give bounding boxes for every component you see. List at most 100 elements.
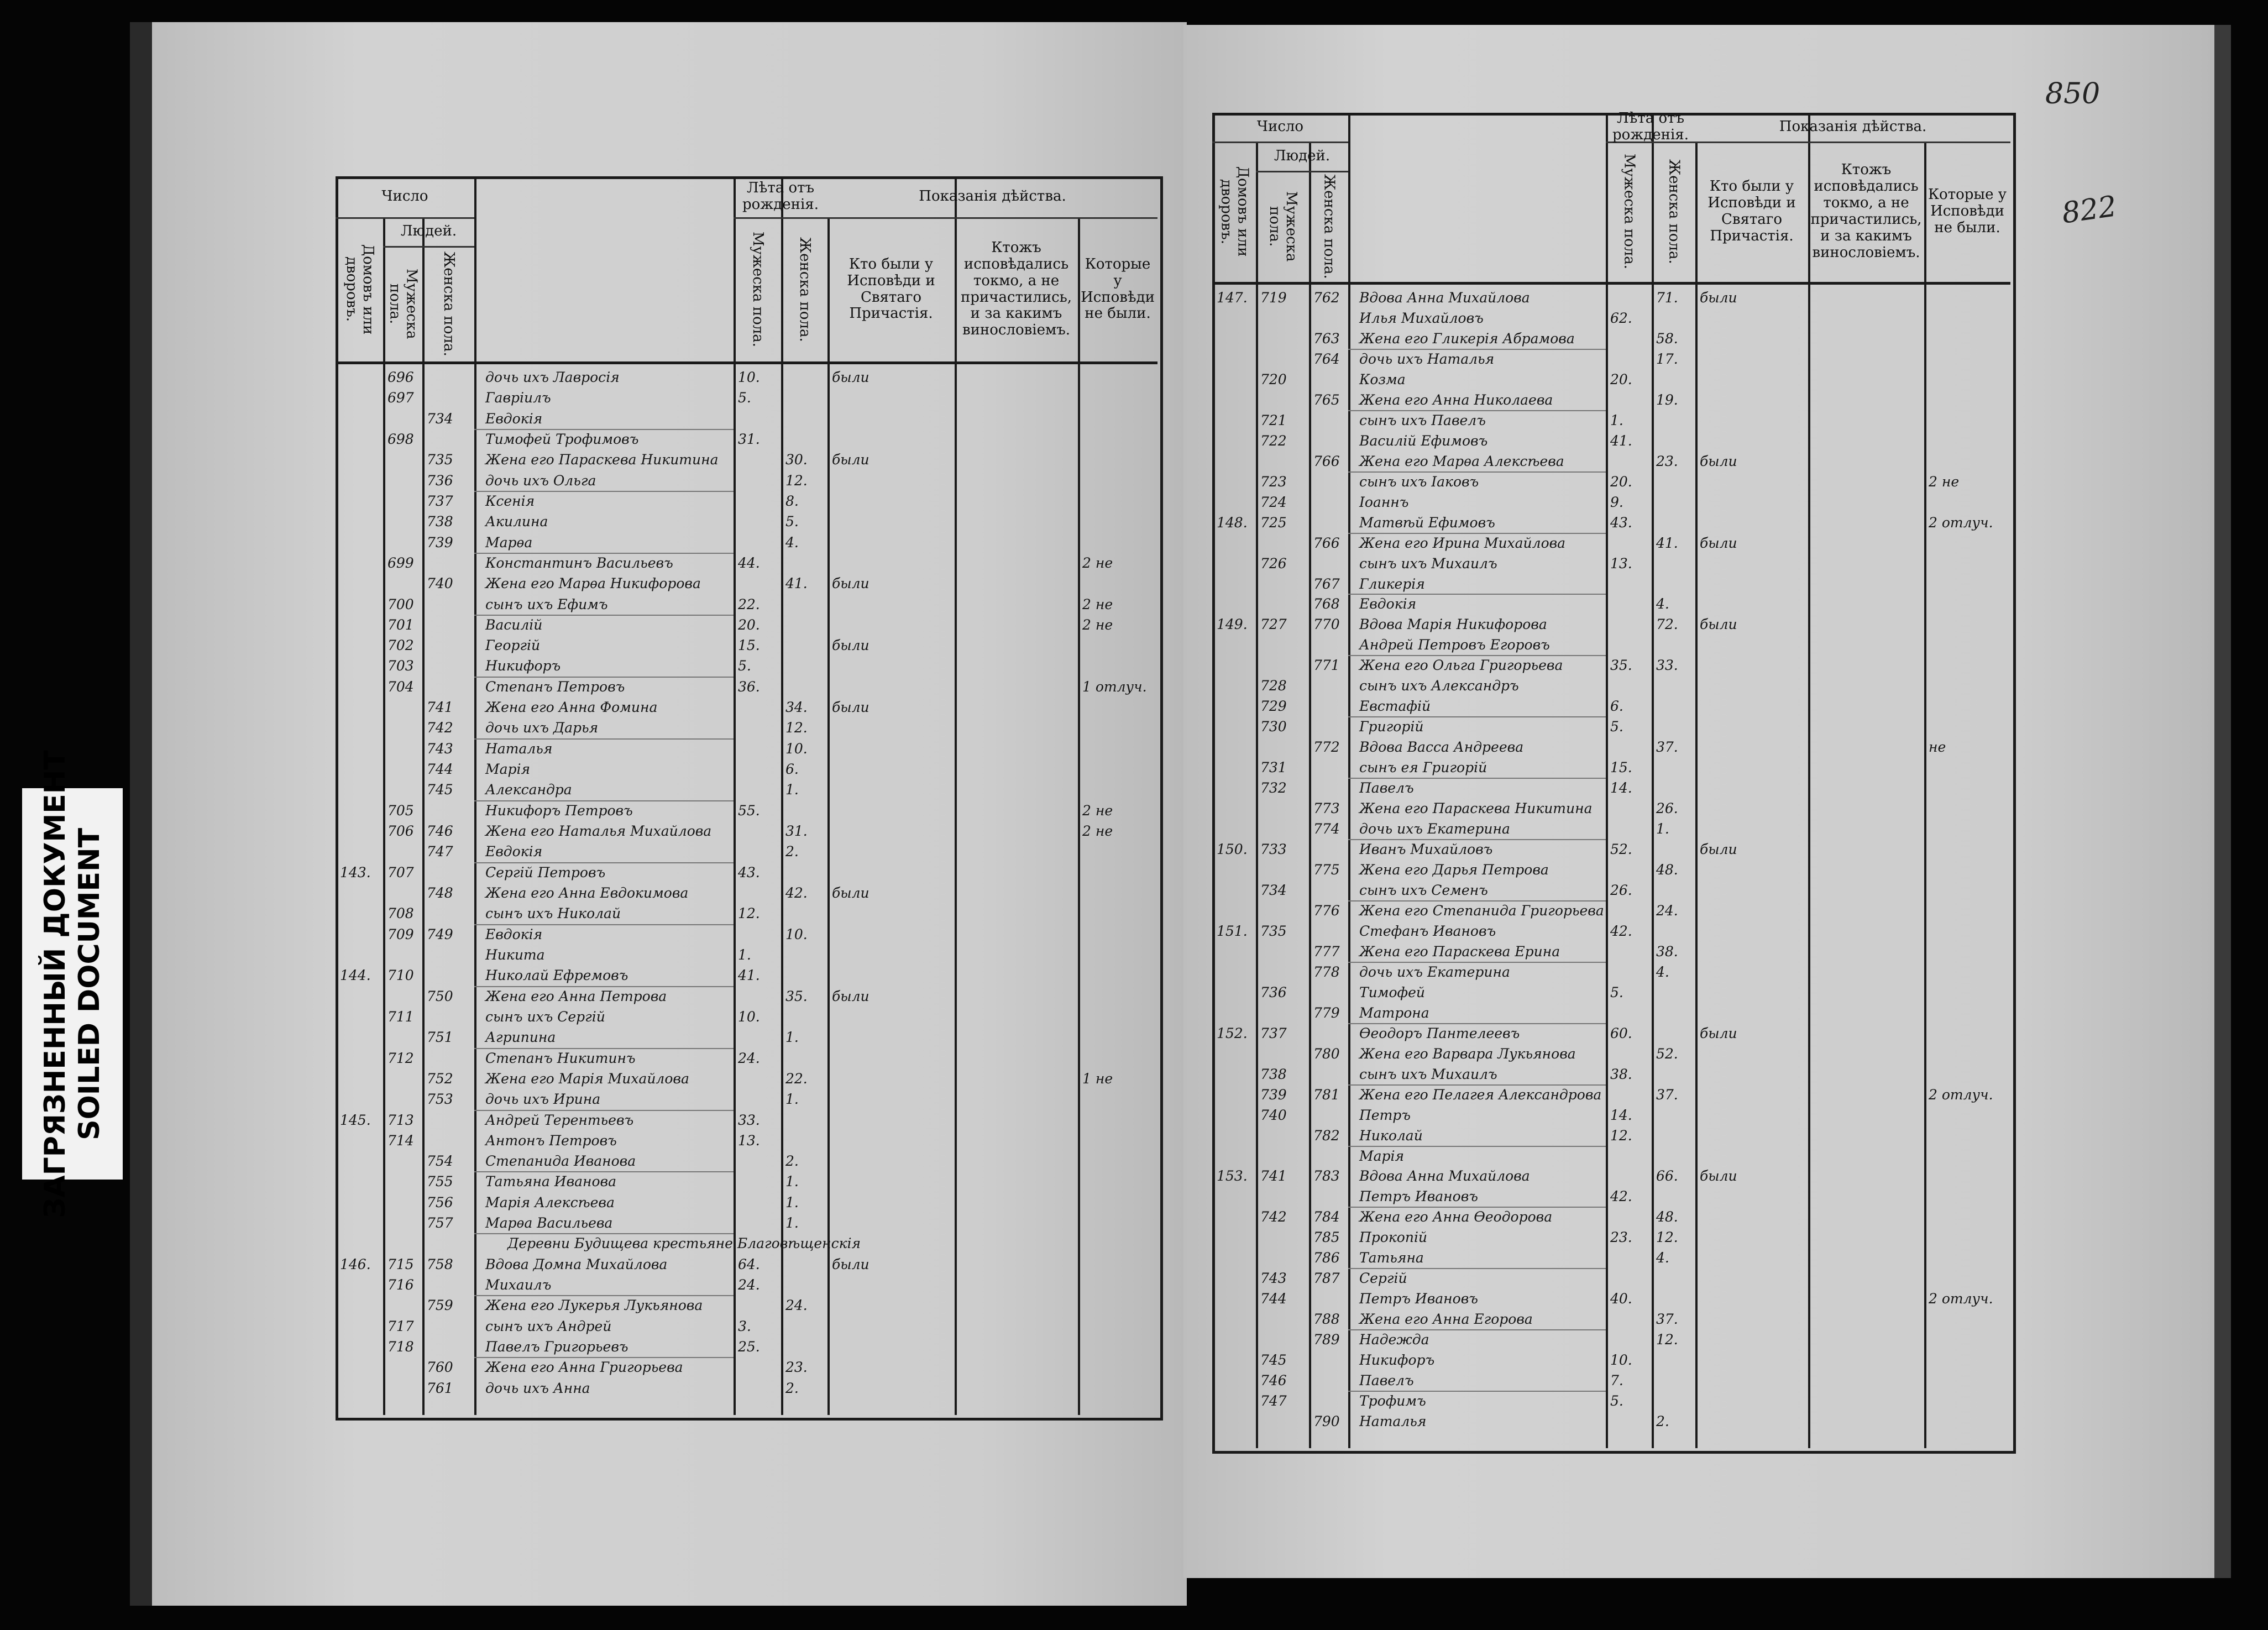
entry-male-age: 14. <box>1610 780 1632 796</box>
entry-name: Евдокія <box>485 410 543 427</box>
entry-male-no: 735 <box>1260 923 1287 939</box>
column-rule <box>1652 113 1654 1448</box>
entry-name: Трофимъ <box>1359 1393 1426 1409</box>
entry-male-age: 15. <box>1610 759 1632 776</box>
entry-male-no: 722 <box>1260 432 1287 449</box>
entry-house: 147. <box>1217 290 1248 306</box>
column-rule <box>1695 141 1698 1448</box>
entry-name: Василій <box>485 616 543 633</box>
row-rule <box>1348 348 1606 350</box>
entry-name: Евстафій <box>1359 698 1431 715</box>
row-rule <box>474 428 734 430</box>
entry-female-no: 736 <box>427 472 453 489</box>
header-cell: Число <box>1256 118 1304 135</box>
entry-absent: 1 не <box>1082 1070 1113 1087</box>
entry-female-age: 10. <box>785 740 808 757</box>
entry-absent: не <box>1929 739 1946 756</box>
entry-name: Козма <box>1359 371 1406 387</box>
entry-male-no: 741 <box>1260 1168 1287 1184</box>
entry-name: Жена его Анна Фомина <box>485 699 658 716</box>
entry-male-no: 721 <box>1260 412 1287 428</box>
entry-male-age: 24. <box>738 1050 760 1066</box>
row-rule <box>1348 1023 1606 1024</box>
entry-female-age: 12. <box>1656 1332 1678 1348</box>
entry-female-no: 753 <box>427 1091 453 1108</box>
entry-female-no: 749 <box>427 926 453 942</box>
header-cell: Число <box>381 188 428 205</box>
entry-male-age: 40. <box>1610 1291 1632 1307</box>
column-rule <box>827 217 830 1415</box>
entry-male-no: 734 <box>1260 882 1287 898</box>
entry-name: Жена его Параскева Ерина <box>1359 943 1560 960</box>
entry-name: Жена его Дарья Петрова <box>1359 862 1549 878</box>
entry-name: Вдова Домна Михайлова <box>485 1256 668 1272</box>
entry-name: Гавріилъ <box>485 390 551 406</box>
row-rule <box>1348 839 1606 841</box>
entry-female-age: 1. <box>1656 821 1669 837</box>
entry-female-age: 22. <box>785 1070 808 1087</box>
entry-female-no: 743 <box>427 740 453 757</box>
row-rule <box>1348 1145 1606 1147</box>
entry-name: Вдова Васса Андреева <box>1359 739 1524 756</box>
entry-name: Степанъ Петровъ <box>485 678 625 695</box>
header-cell: Кто были у Исповѣди и Святаго Причастія. <box>847 255 935 322</box>
row-rule <box>474 738 734 740</box>
entry-female-no: 768 <box>1313 596 1340 612</box>
entry-female-no: 757 <box>427 1215 453 1231</box>
entry-confessed: были <box>832 369 870 385</box>
entry-female-age: 6. <box>785 761 799 778</box>
entry-female-no: 784 <box>1313 1209 1340 1225</box>
entry-name: дочь ихъ Лавросія <box>485 369 620 385</box>
entry-female-no: 762 <box>1313 290 1340 306</box>
entry-male-age: 13. <box>738 1132 760 1149</box>
entry-name: Василій Ефимовъ <box>1359 432 1488 449</box>
entry-name: Жена его Анна Евдокимова <box>485 885 689 901</box>
entry-female-age: 58. <box>1656 330 1678 347</box>
section-heading: Деревни Будищева крестьяне Благовѣщенскі… <box>507 1235 861 1252</box>
entry-male-age: 43. <box>738 864 760 880</box>
entry-male-age: 20. <box>1610 473 1632 490</box>
stamp-text: ЗАГРЯЗНЕННЫЙ ДОКУМЕНТ SOILED DOCUMENT <box>38 750 107 1218</box>
header-cell: Мужеска пола. <box>1621 154 1638 270</box>
entry-male-no: 709 <box>387 926 414 942</box>
header-cell: Мужеска пола. <box>1266 191 1300 262</box>
entry-name: Жена его Анна Григорьева <box>485 1359 683 1376</box>
entry-female-age: 72. <box>1656 616 1678 633</box>
entry-name: дочь ихъ Екатерина <box>1359 963 1510 980</box>
entry-male-no: 703 <box>387 658 414 674</box>
entry-female-no: 741 <box>427 699 453 716</box>
entry-female-age: 2. <box>785 843 799 860</box>
entry-female-age: 37. <box>1656 739 1678 756</box>
entry-name: Павелъ <box>1359 780 1414 796</box>
header-cell: Женска пола. <box>440 251 457 357</box>
entry-confessed: были <box>1700 841 1737 858</box>
entry-confessed: были <box>1700 1168 1737 1184</box>
entry-female-age: 71. <box>1656 290 1678 306</box>
entry-name: сынъ ихъ Павелъ <box>1359 412 1486 428</box>
entry-confessed: были <box>832 452 870 468</box>
entry-female-no: 746 <box>427 823 453 840</box>
column-rule <box>1808 113 1810 1448</box>
entry-female-no: 742 <box>427 720 453 736</box>
entry-female-no: 738 <box>427 513 453 530</box>
entry-female-age: 41. <box>1656 534 1678 551</box>
entry-female-age: 31. <box>785 823 808 840</box>
header-cell: Ктожъ исповѣдались токмо, а не причастил… <box>1810 161 1922 261</box>
entry-house: 143. <box>340 864 371 880</box>
row-rule <box>474 986 734 987</box>
entry-female-age: 12. <box>785 720 808 736</box>
entry-female-no: 752 <box>427 1070 453 1087</box>
entry-female-no: 771 <box>1313 657 1340 674</box>
row-rule <box>1348 716 1606 718</box>
column-rule <box>383 217 385 1415</box>
row-rule <box>474 1109 734 1111</box>
entry-name: сынъ ихъ Ефимъ <box>485 596 608 612</box>
entry-female-age: 38. <box>1656 943 1678 960</box>
entry-house: 152. <box>1217 1025 1248 1041</box>
stamp-line: ЗАГРЯЗНЕННЫЙ ДОКУМЕНТ <box>38 750 72 1218</box>
entry-absent: 2 отлуч. <box>1929 1291 1993 1307</box>
entry-male-no: 711 <box>387 1008 414 1025</box>
entry-absent: 2 отлуч. <box>1929 514 1993 531</box>
entry-name: Евдокія <box>1359 596 1417 612</box>
